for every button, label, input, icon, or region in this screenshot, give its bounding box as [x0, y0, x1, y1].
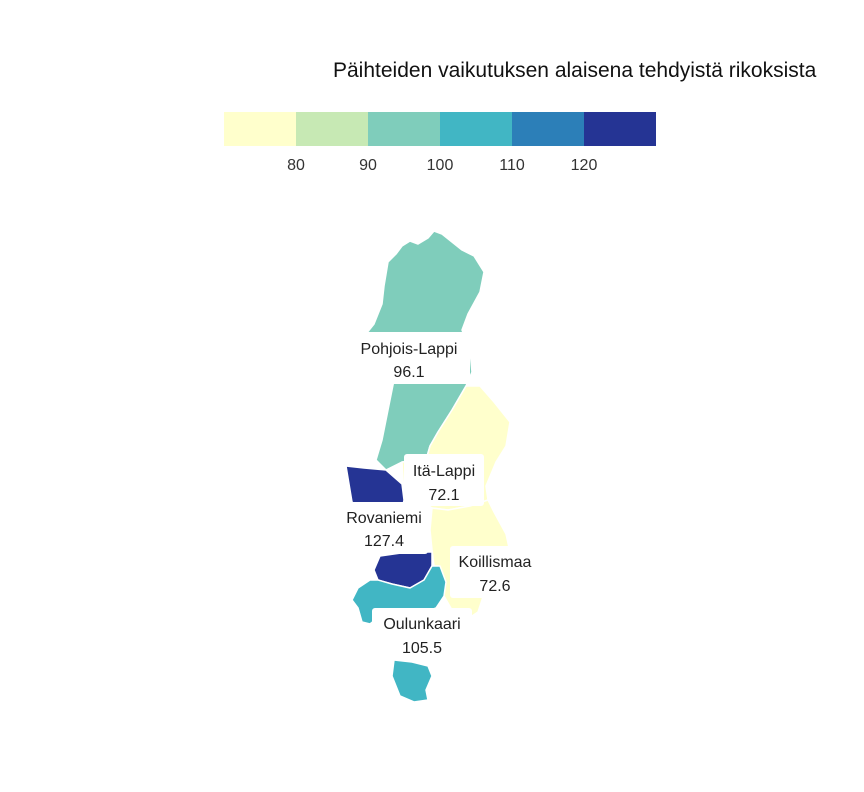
legend-tick-label: 110	[499, 157, 525, 174]
region-value-label: 105.5	[402, 640, 442, 657]
label-box	[404, 454, 484, 506]
legend-bin-6	[584, 112, 656, 146]
label-box	[372, 608, 472, 660]
region-name-label: Rovaniemi	[346, 510, 422, 527]
label-box	[450, 546, 540, 598]
region-value-label: 96.1	[393, 364, 424, 381]
legend-bin-1	[224, 112, 296, 146]
legend-bin-5	[512, 112, 584, 146]
region-value-label: 127.4	[364, 533, 404, 550]
region-name-label: Pohjois-Lappi	[361, 341, 458, 358]
label-box	[346, 332, 470, 384]
region-name-label: Koillismaa	[459, 554, 532, 571]
legend-tick-label: 100	[427, 157, 454, 174]
legend-tick-label: 90	[359, 157, 377, 174]
region-labels: Pohjois-Lappi 96.1 Itä-Lappi 72.1 Rovani…	[340, 332, 540, 660]
legend-tick-label: 80	[287, 157, 305, 174]
label-box	[340, 502, 428, 554]
map-title: Päihteiden vaikutuksen alaisena tehdyist…	[333, 59, 817, 82]
color-legend: 80 90 100 110 120	[224, 112, 656, 174]
region-oulunkaari-south	[391, 659, 433, 703]
legend-bin-4	[440, 112, 512, 146]
region-value-label: 72.6	[479, 578, 510, 595]
legend-tick-label: 120	[571, 157, 598, 174]
region-value-label: 72.1	[428, 487, 459, 504]
region-name-label: Oulunkaari	[383, 616, 460, 633]
region-name-label: Itä-Lappi	[413, 463, 475, 480]
legend-bin-3	[368, 112, 440, 146]
legend-bin-2	[296, 112, 368, 146]
